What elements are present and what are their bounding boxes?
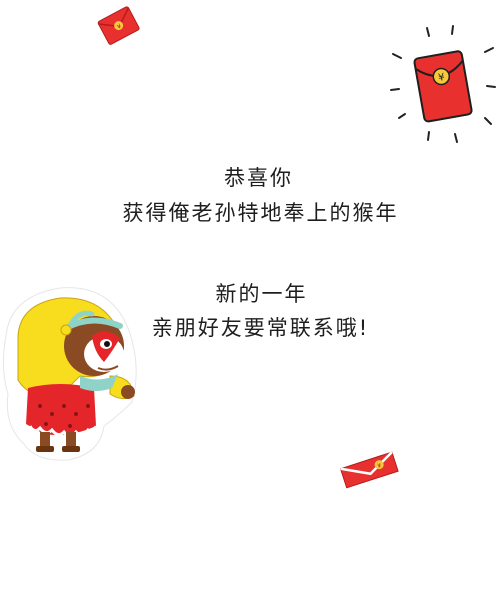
red-envelope-icon: ¥ bbox=[339, 451, 399, 489]
yuan-glyph: ¥ bbox=[116, 23, 123, 31]
svg-text:¥: ¥ bbox=[377, 462, 383, 470]
monkey-king-sticker bbox=[2, 287, 137, 461]
greeting-line-4: 亲朋好友要常联系哦! bbox=[151, 316, 370, 340]
red-envelope-icon: ¥ bbox=[97, 6, 140, 45]
red-envelope-seal-icon: ¥ bbox=[390, 25, 496, 143]
greeting-line-1: 恭喜你 bbox=[224, 166, 293, 190]
greeting-line-2: 获得俺老孙特地奉上的猴年 bbox=[122, 201, 399, 225]
svg-text:¥: ¥ bbox=[437, 72, 445, 84]
greeting-line-3: 新的一年 bbox=[215, 282, 308, 306]
